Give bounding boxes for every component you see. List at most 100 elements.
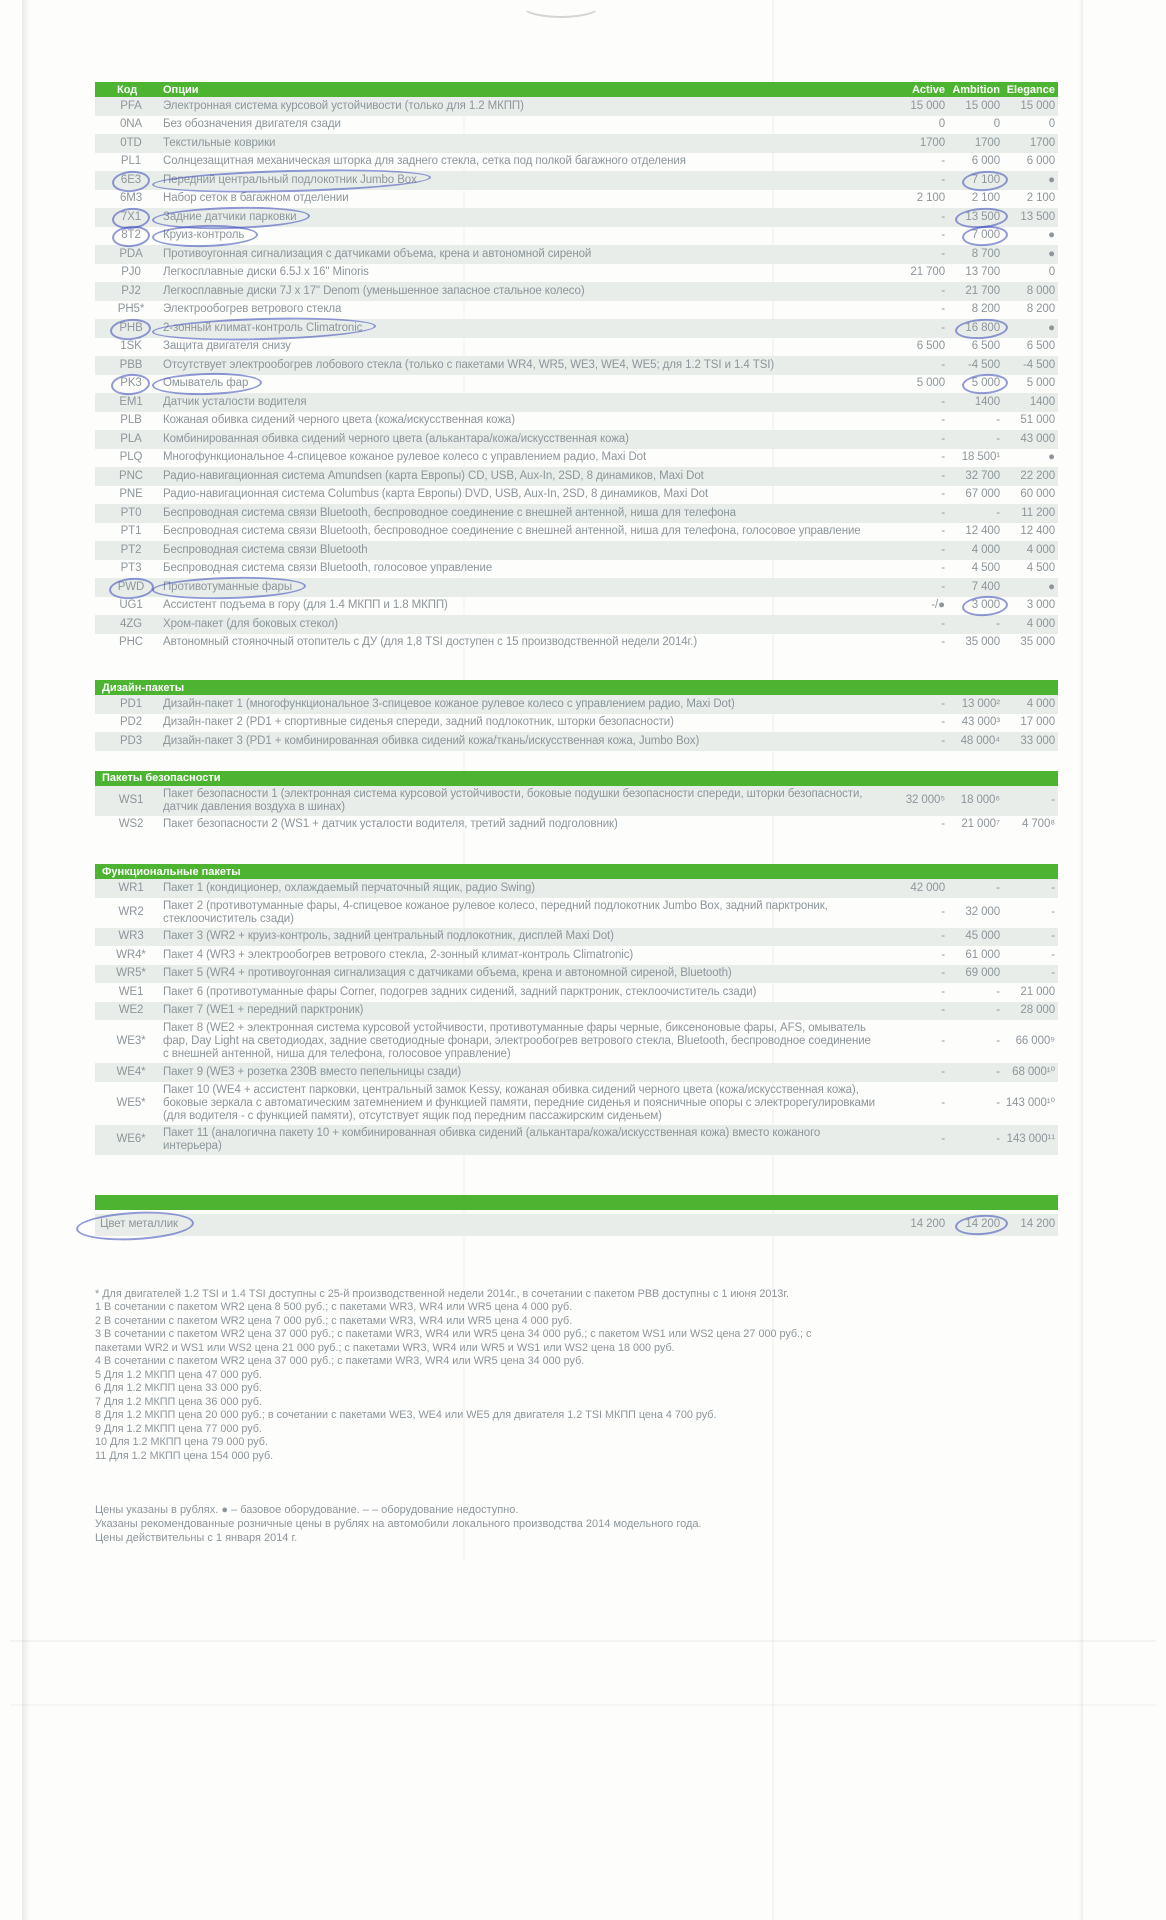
price-active-value: - (941, 506, 945, 519)
price-elegance-value: 0 (1048, 118, 1055, 131)
option-code-text: WS2 (118, 818, 144, 831)
section-functional-packages: Функциональные пакеты WR1 Пакет 1 (конди… (95, 864, 1058, 1155)
price-ambition: 13 700 (945, 266, 1000, 279)
price-active-value: 2 100 (916, 192, 945, 205)
option-row: PLB Кожаная обивка сидений черного цвета… (95, 412, 1058, 431)
price-elegance-value: 43 000 (1020, 432, 1055, 445)
option-text: Беспроводная система связи Bluetooth, го… (163, 562, 885, 575)
option-code: PT1 (95, 525, 163, 538)
option-code-text: PT2 (120, 543, 142, 556)
price-active: - (885, 906, 945, 919)
price-active-value: 32 000⁵ (905, 794, 945, 806)
price-ambition: - (945, 1097, 1000, 1110)
option-code: PNC (95, 470, 163, 483)
option-code-text: PBB (119, 358, 143, 371)
option-row: PT0 Беспроводная система связи Bluetooth… (95, 504, 1058, 523)
option-text-content: Пакет 11 (аналогична пакету 10 + комбини… (163, 1126, 821, 1152)
price-active: - (885, 1004, 945, 1017)
price-active-value: -/● (931, 599, 945, 612)
empty-green-bar (95, 1194, 1058, 1210)
price-elegance: - (1000, 794, 1055, 807)
paper-curl-artifact (520, 0, 602, 18)
price-elegance-value: 4 000 (1026, 543, 1055, 556)
price-elegance: 143 000¹¹ (1000, 1133, 1055, 1146)
price-elegance: 3 000 (1000, 599, 1055, 612)
footnote-line: 4 В сочетании с пакетом WR2 цена 37 000 … (95, 1355, 585, 1367)
price-active-value: - (941, 247, 945, 260)
header-code: Код (117, 83, 138, 96)
price-elegance-value: 68 000¹⁰ (1012, 1065, 1055, 1078)
price-elegance-value: 4 700⁸ (1021, 818, 1055, 831)
price-active: 32 000⁵ (885, 794, 945, 807)
price-active-value: 21 700 (910, 266, 945, 279)
option-text-content: Защита двигателя снизу (163, 340, 291, 353)
option-code-text: PD2 (119, 716, 143, 729)
price-elegance-value: 12 400 (1020, 525, 1055, 538)
price-active: - (885, 229, 945, 242)
price-ambition-value: 69 000 (965, 967, 1000, 980)
option-code-text: PNC (119, 469, 143, 482)
price-elegance-value: ● (1048, 229, 1055, 242)
option-code-text: PLB (120, 414, 142, 427)
price-elegance: 0 (1000, 266, 1055, 279)
price-ambition: - (945, 433, 1000, 446)
price-elegance: 14 200 (1000, 1218, 1055, 1231)
option-code: PHB (95, 322, 163, 335)
option-code-text: PLQ (119, 451, 143, 464)
option-code: PD1 (95, 698, 163, 711)
price-elegance-value: ● (1048, 173, 1055, 186)
option-code: PT2 (95, 544, 163, 557)
price-active: - (885, 716, 945, 729)
price-active: - (885, 451, 945, 464)
option-text: Беспроводная система связи Bluetooth, бе… (163, 525, 885, 538)
price-elegance: ● (1000, 322, 1055, 335)
price-active-value: - (941, 985, 945, 998)
price-active: - (885, 636, 945, 649)
price-active: 1700 (885, 137, 945, 150)
price-ambition: - (945, 618, 1000, 631)
option-text: Пакет 8 (WE2 + электронная система курсо… (163, 1022, 885, 1061)
option-row: WS2 Пакет безопасности 2 (WS1 + датчик у… (95, 816, 1058, 835)
price-ambition: - (945, 1035, 1000, 1048)
option-row: PT1 Беспроводная система связи Bluetooth… (95, 523, 1058, 542)
option-text-content: Ассистент подъема в гору (для 1.4 МКПП и… (163, 599, 448, 612)
option-code: 4ZG (95, 618, 163, 631)
option-text: Легкосплавные диски 6.5J x 16" Minoris (163, 266, 885, 279)
option-text-content: Набор сеток в багажном отделении (163, 192, 349, 205)
option-text-content: Омыватель фар (163, 377, 249, 390)
option-code-text: PD3 (119, 734, 143, 747)
option-text: Омыватель фар (163, 377, 885, 390)
option-text-content: Беспроводная система связи Bluetooth, бе… (163, 525, 861, 538)
price-ambition-value: - (996, 985, 1000, 998)
table-header: Код Опции Active Ambition Elegance (95, 82, 1058, 97)
price-ambition: 32 000 (945, 906, 1000, 919)
price-active: - (885, 525, 945, 538)
option-text: Круиз-контроль (163, 229, 885, 242)
option-text: Пакет 4 (WR3 + электрообогрев ветрового … (163, 949, 885, 962)
price-elegance-value: 15 000 (1020, 99, 1055, 112)
option-text-content: Радио-навигационная система Amundsen (ка… (163, 469, 704, 482)
option-text-content: Беспроводная система связи Bluetooth, го… (163, 562, 493, 575)
price-elegance: 1400 (1000, 396, 1055, 409)
price-elegance: 4 000 (1000, 544, 1055, 557)
option-code: PK3 (95, 377, 163, 390)
price-active-value: - (941, 716, 945, 729)
price-elegance-value: - (1051, 948, 1055, 961)
option-row: PT2 Беспроводная система связи Bluetooth… (95, 541, 1058, 560)
option-row: WE5* Пакет 10 (WE4 + ассистент парковки,… (95, 1082, 1058, 1125)
price-active: - (885, 618, 945, 631)
price-ambition: - (945, 1004, 1000, 1017)
price-elegance: 15 000 (1000, 100, 1055, 113)
metallic-price-active: 14 200 (910, 1218, 945, 1230)
option-row: WS1 Пакет безопасности 1 (электронная си… (95, 785, 1058, 816)
option-row: PNC Радио-навигационная система Amundsen… (95, 467, 1058, 486)
option-row: WR4* Пакет 4 (WR3 + электрообогрев ветро… (95, 946, 1058, 965)
section-design-packages: Дизайн-пакеты PD1 Дизайн-пакет 1 (многоф… (95, 680, 1058, 751)
option-text-content: Пакет безопасности 1 (электронная систем… (163, 787, 863, 813)
option-text-content: Беспроводная система связи Bluetooth (163, 543, 368, 556)
price-elegance-value: 2 100 (1026, 192, 1055, 205)
option-row: PD3 Дизайн-пакет 3 (PD1 + комбинированна… (95, 732, 1058, 751)
note-line: Цены действительны с 1 января 2014 г. (95, 1532, 298, 1544)
price-active-value: - (941, 818, 945, 831)
option-text: Пакет 1 (кондиционер, охлаждаемый перчат… (163, 882, 885, 895)
